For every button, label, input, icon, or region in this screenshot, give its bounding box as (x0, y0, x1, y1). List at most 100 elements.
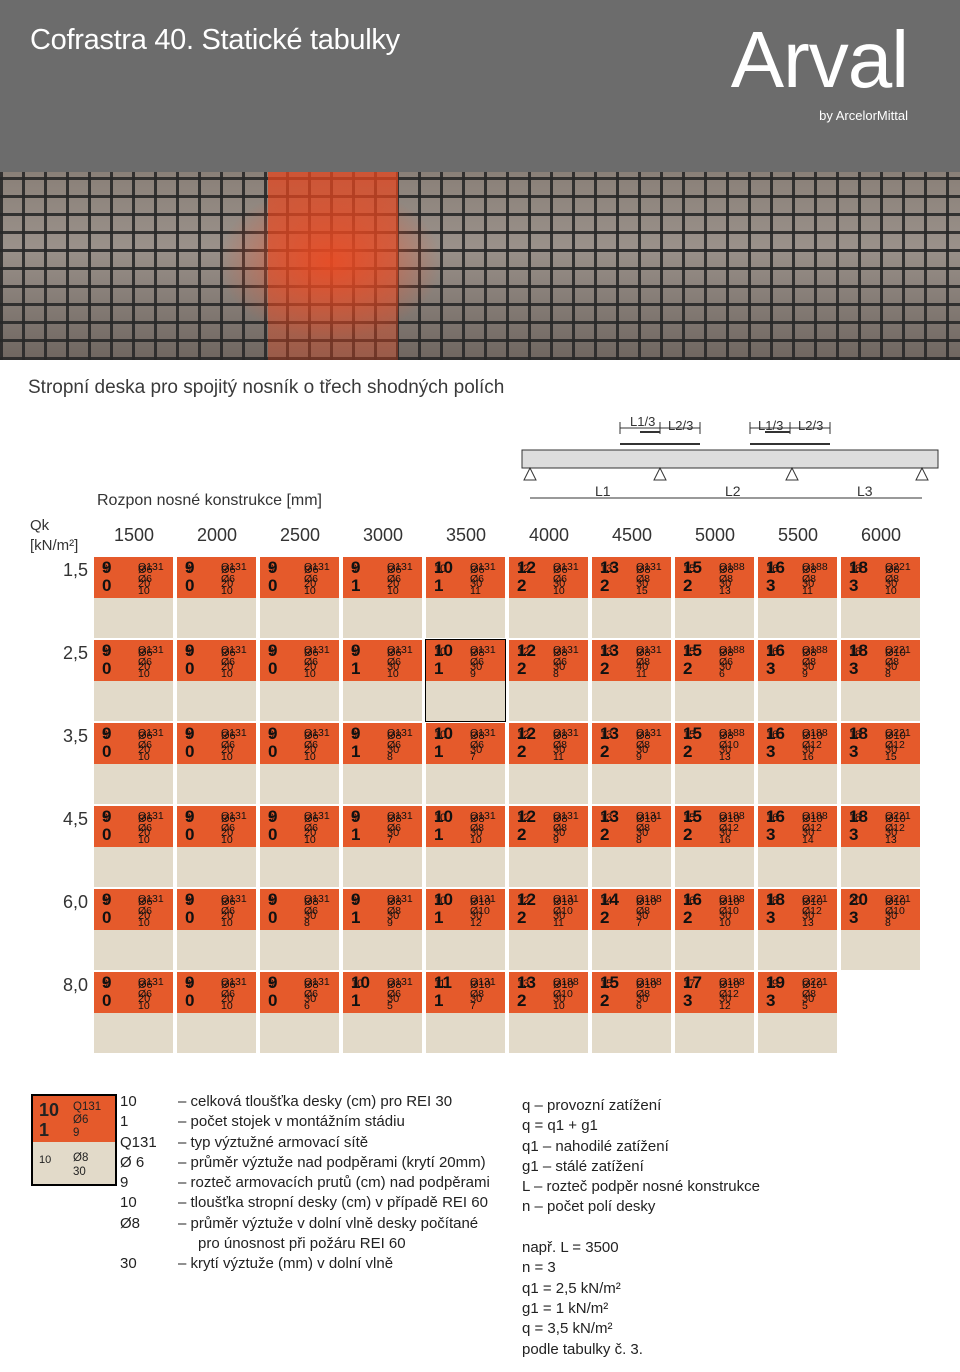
bar-diameter: Ø8 (636, 656, 651, 668)
bar-spacing: 11 (553, 917, 564, 929)
props-count: 2 (600, 825, 610, 844)
props-count: 0 (102, 908, 112, 927)
rei60-rebar: Ø6 20 (387, 564, 402, 590)
props-count: 1 (434, 576, 444, 595)
rei60-rebar: Ø6 20 (138, 896, 153, 922)
slab-thickness: 9 (102, 641, 112, 660)
rei60-rebar: Ø6 20 (304, 564, 319, 590)
rei60-thickness: 9 (185, 895, 192, 907)
bar-spacing: 10 (719, 917, 731, 929)
bar-diameter: Ø6 (304, 573, 319, 585)
mesh-type: Q188 (636, 976, 662, 988)
props-count: 0 (185, 825, 195, 844)
table-cell: 9 0 Q131 Ø6 8 9 Ø8 30 (260, 889, 339, 970)
slab-thickness: 10 (434, 641, 453, 660)
props-count: 2 (683, 742, 693, 761)
slab-thickness: 11 (434, 973, 452, 992)
diagram-label: L1/3 (630, 414, 655, 429)
bar-diameter: Ø8 (802, 573, 817, 585)
mesh-type: Q131 (221, 893, 247, 905)
props-count: 3 (849, 659, 859, 678)
rei60-rebar: Ø8 30 (553, 813, 568, 839)
props-count: 2 (517, 991, 527, 1010)
slab-thickness: 12 (517, 724, 536, 743)
rei60-rebar: Ø6 20 (138, 979, 153, 1005)
rei60-rebar: Ø8 30 (387, 896, 402, 922)
rei60-rebar: Ø10 30 (802, 896, 823, 922)
table-cell: 18 3 Q221 Ø12 13 18 Ø10 30 (841, 806, 920, 887)
bar-diameter: Ø6 (304, 739, 319, 751)
props-count: 2 (517, 742, 527, 761)
bar-diameter: Ø6 (138, 656, 153, 668)
props-count: 2 (683, 908, 693, 927)
table-cell: 9 0 Q131 Ø6 10 9 Ø6 20 (177, 640, 256, 721)
bar-diameter: Ø6 (304, 822, 319, 834)
rei60-thickness: 9 (185, 646, 192, 658)
props-count: 1 (434, 659, 444, 678)
table-cell: 9 1 Q131 Ø6 7 9 Ø8 30 (343, 806, 422, 887)
bar-spacing: 10 (221, 751, 233, 763)
mesh-type: Q131 (221, 810, 247, 822)
bar-spacing: 10 (304, 751, 316, 763)
props-count: 0 (185, 576, 195, 595)
slab-thickness: 16 (683, 890, 702, 909)
table-cell: 9 1 Q131 Ø6 10 9 Ø6 20 (343, 557, 422, 638)
props-count: 0 (268, 908, 278, 927)
note-line: q1 = 2,5 kN/m² (522, 1279, 621, 1297)
table-cell: 13 2 Q131 Ø8 8 13 Ø10 30 (592, 806, 671, 887)
mesh-type: Q131 (553, 893, 579, 905)
note-line: q = q1 + g1 (522, 1117, 598, 1135)
table-cell: 9 0 Q131 Ø6 10 9 Ø6 20 (94, 557, 173, 638)
rei60-thickness: 15 (683, 729, 696, 741)
legend-item: Ø8– průměr výztuže v dolní vlně desky po… (120, 1214, 479, 1232)
bar-spacing: 6 (719, 668, 725, 680)
rei60-thickness: 9 (351, 895, 358, 907)
rei60-rebar: Ø8 30 (719, 564, 734, 590)
rei60-thickness: 17 (683, 978, 696, 990)
diagram-label: L3 (857, 483, 873, 499)
table-cell: 9 0 Q131 Ø6 10 9 Ø6 20 (94, 889, 173, 970)
bar-diameter: Ø8 (885, 573, 900, 585)
bar-diameter: Ø12 (802, 822, 822, 834)
rei60-rebar: Ø8 30 (470, 730, 485, 756)
rei60-rebar: Ø6 20 (138, 730, 153, 756)
slab-thickness: 13 (600, 558, 619, 577)
table-cell: 12 2 Q131 Ø6 10 12 Ø6 30 (509, 557, 588, 638)
table-cell: 12 2 Q131 Ø10 11 12 Ø10 30 (509, 889, 588, 970)
rei60-rebar: Ø10 30 (636, 979, 657, 1005)
rei60-rebar: Ø6 30 (553, 564, 568, 590)
table-cell: 16 3 Q188 Ø8 9 16 Ø8 30 (758, 640, 837, 721)
bar-diameter: Ø6 (304, 905, 319, 917)
rei60-thickness: 9 (102, 895, 109, 907)
bar-spacing: 10 (553, 585, 565, 597)
note-line: např. L = 3500 (522, 1239, 619, 1257)
load-value: 8,0 (62, 975, 88, 995)
bar-spacing: 10 (138, 668, 150, 680)
rei60-rebar: Ø8 30 (636, 730, 651, 756)
slab-thickness: 9 (102, 890, 112, 909)
bar-spacing: 15 (885, 751, 897, 763)
slab-thickness: 9 (268, 641, 278, 660)
slab-thickness: 10 (434, 807, 453, 826)
slab-thickness: 16 (766, 558, 785, 577)
slab-thickness: 9 (185, 724, 195, 743)
bar-spacing: 11 (802, 585, 813, 597)
props-count: 2 (683, 825, 693, 844)
table-cell: 15 2 Q188 Ø8 6 15 Ø10 30 (592, 972, 671, 1053)
rei60-thickness: 16 (766, 563, 779, 575)
table-cell: 9 0 Q131 Ø6 10 9 Ø6 20 (177, 972, 256, 1053)
table-cell: 9 1 Q131 Ø8 9 9 Ø8 30 (343, 889, 422, 970)
table-cell: 20 3 Q221 Ø10 8 20 Ø10 30 (841, 889, 920, 970)
rei60-rebar: Ø6 30 (470, 564, 485, 590)
span-header: 1500 (113, 525, 155, 545)
rei60-thickness: 18 (849, 729, 862, 741)
slab-thickness: 9 (102, 558, 112, 577)
rei60-thickness: 13 (600, 729, 613, 741)
rei60-thickness: 16 (683, 895, 696, 907)
slab-thickness: 9 (268, 973, 278, 992)
bar-spacing: 11 (553, 751, 564, 763)
span-header: 3500 (445, 525, 487, 545)
mesh-type: Q131 (636, 644, 662, 656)
bar-diameter: Ø12 (719, 822, 739, 834)
span-header: 5500 (777, 525, 819, 545)
